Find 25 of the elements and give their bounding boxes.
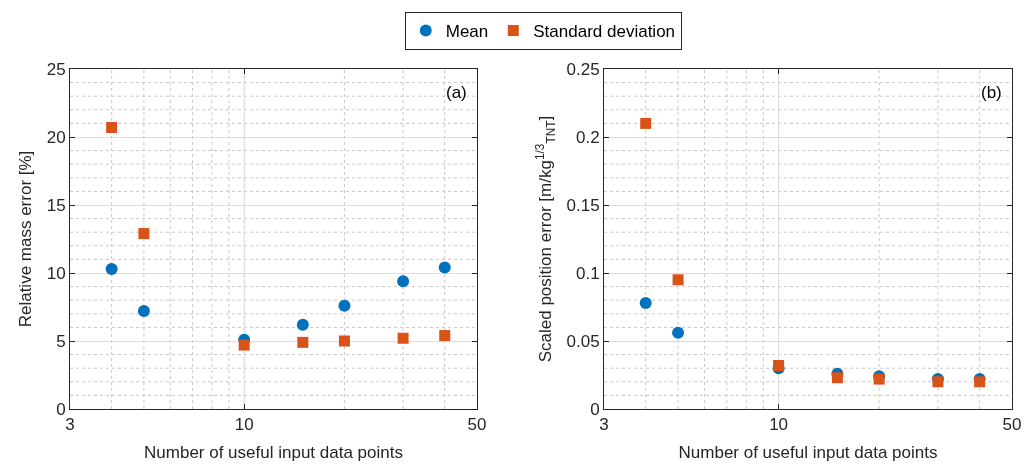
y-tick-label: 0: [590, 399, 600, 419]
y-tick-label: 0: [56, 399, 66, 419]
y-tick-label: 20: [46, 127, 66, 147]
y-tick-label: 10: [46, 263, 66, 283]
annotation: (b): [981, 83, 1002, 102]
x-tick-label: 50: [1002, 415, 1022, 435]
y-tick-label: 15: [46, 195, 66, 215]
y-tick-label: 5: [56, 331, 66, 351]
legend-label: Mean: [445, 22, 489, 42]
annotation: (a): [446, 83, 467, 102]
y-tick-label: 0.05: [566, 331, 600, 351]
y-tick-label: 0.25: [566, 59, 600, 79]
y-tick-label: 0.1: [575, 263, 600, 283]
x-tick-label: 3: [65, 415, 75, 435]
y-tick-label: 25: [46, 59, 66, 79]
y-tick-label: 0.2: [575, 127, 600, 147]
x-tick-label: 3: [599, 415, 609, 435]
x-tick-label: 10: [769, 415, 789, 435]
y-axis-title: Relative mass error [%]: [16, 150, 36, 328]
y-tick-label: 0.15: [566, 195, 600, 215]
x-axis-title: Number of useful input data points: [678, 442, 938, 462]
legend-label: Standard deviation: [533, 22, 676, 42]
x-tick-label: 50: [467, 415, 487, 435]
x-tick-label: 10: [234, 415, 254, 435]
x-axis-title: Number of useful input data points: [144, 442, 403, 462]
